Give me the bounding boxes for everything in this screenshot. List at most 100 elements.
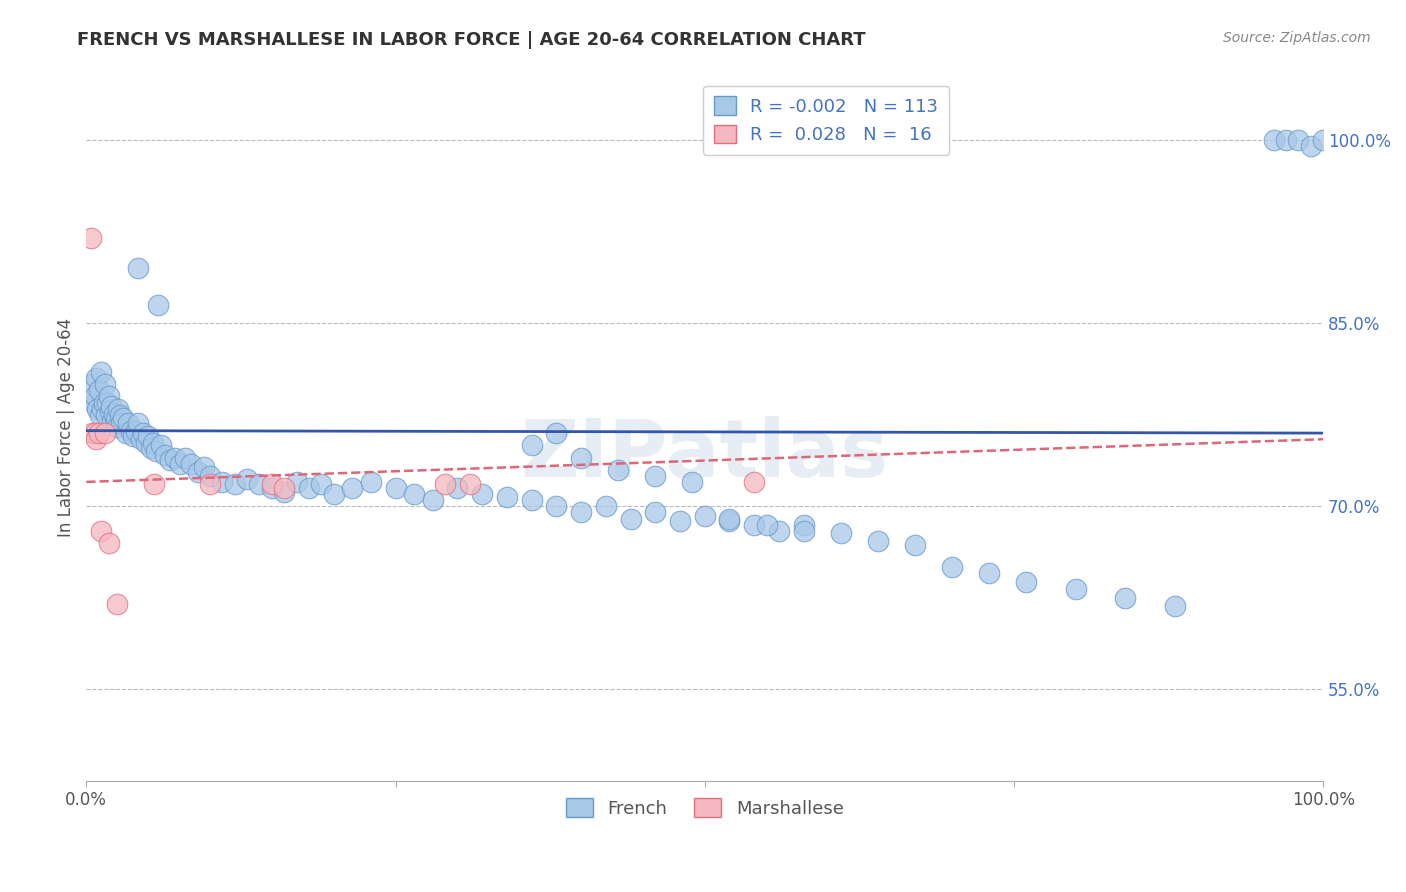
Point [619, 511, 641, 525]
Text: ZIPatlas: ZIPatlas [520, 417, 889, 494]
Point [169, 457, 191, 471]
Point [94, 426, 117, 441]
Point [159, 453, 181, 467]
Point [143, 477, 166, 491]
Point [1164, 599, 1187, 614]
Point [142, 435, 165, 450]
Point [105, 420, 128, 434]
Point [135, 435, 157, 450]
Point [82, 426, 104, 441]
Point [260, 477, 283, 491]
Point [830, 526, 852, 541]
Point [546, 426, 568, 441]
Point [471, 487, 494, 501]
Point [83, 395, 105, 409]
Point [97, 536, 120, 550]
Point [127, 417, 149, 431]
Point [546, 500, 568, 514]
Point [80, 231, 103, 245]
Point [180, 457, 202, 471]
Point [100, 399, 122, 413]
Point [198, 477, 221, 491]
Point [155, 448, 177, 462]
Point [904, 538, 927, 552]
Point [174, 450, 197, 465]
Point [84, 432, 107, 446]
Point [82, 377, 104, 392]
Point [669, 514, 692, 528]
Point [285, 475, 308, 489]
Point [433, 477, 456, 491]
Point [360, 475, 382, 489]
Point [104, 411, 127, 425]
Point [117, 417, 139, 431]
Point [198, 468, 221, 483]
Point [90, 365, 112, 379]
Point [866, 533, 889, 548]
Point [1312, 133, 1334, 147]
Point [755, 517, 778, 532]
Point [125, 424, 148, 438]
Point [84, 371, 107, 385]
Point [112, 411, 135, 425]
Point [97, 389, 120, 403]
Point [402, 487, 425, 501]
Point [1299, 139, 1322, 153]
Point [384, 481, 406, 495]
Point [84, 389, 107, 403]
Point [718, 511, 741, 525]
Point [979, 566, 1001, 581]
Point [127, 261, 149, 276]
Point [1275, 133, 1298, 147]
Point [145, 444, 167, 458]
Point [422, 493, 444, 508]
Point [110, 417, 132, 431]
Point [520, 493, 543, 508]
Point [1015, 574, 1038, 589]
Point [84, 426, 107, 441]
Point [139, 441, 162, 455]
Text: Source: ZipAtlas.com: Source: ZipAtlas.com [1223, 31, 1371, 45]
Point [87, 384, 110, 398]
Point [86, 401, 108, 416]
Point [644, 468, 666, 483]
Point [107, 401, 129, 416]
Point [103, 407, 125, 421]
Point [249, 477, 271, 491]
Point [742, 475, 765, 489]
Point [115, 426, 138, 441]
Point [1286, 133, 1309, 147]
Point [165, 450, 187, 465]
Point [1064, 582, 1087, 597]
Point [693, 509, 716, 524]
Y-axis label: In Labor Force | Age 20-64: In Labor Force | Age 20-64 [58, 318, 75, 537]
Point [644, 505, 666, 519]
Point [224, 477, 246, 491]
Point [768, 524, 790, 538]
Legend: French, Marshallese: French, Marshallese [558, 791, 851, 825]
Point [187, 465, 209, 479]
Point [569, 450, 592, 465]
Point [322, 487, 344, 501]
Point [87, 426, 110, 441]
Point [129, 432, 152, 446]
Point [298, 481, 321, 495]
Point [607, 463, 630, 477]
Point [718, 514, 741, 528]
Point [941, 560, 963, 574]
Point [742, 517, 765, 532]
Point [101, 414, 124, 428]
Point [122, 428, 145, 442]
Point [260, 481, 283, 495]
Point [793, 524, 815, 538]
Point [236, 473, 259, 487]
Point [273, 481, 295, 495]
Point [595, 500, 617, 514]
Point [495, 490, 517, 504]
Point [211, 475, 233, 489]
Point [520, 438, 543, 452]
Point [193, 460, 215, 475]
Point [104, 417, 127, 431]
Point [458, 477, 481, 491]
Point [136, 428, 159, 442]
